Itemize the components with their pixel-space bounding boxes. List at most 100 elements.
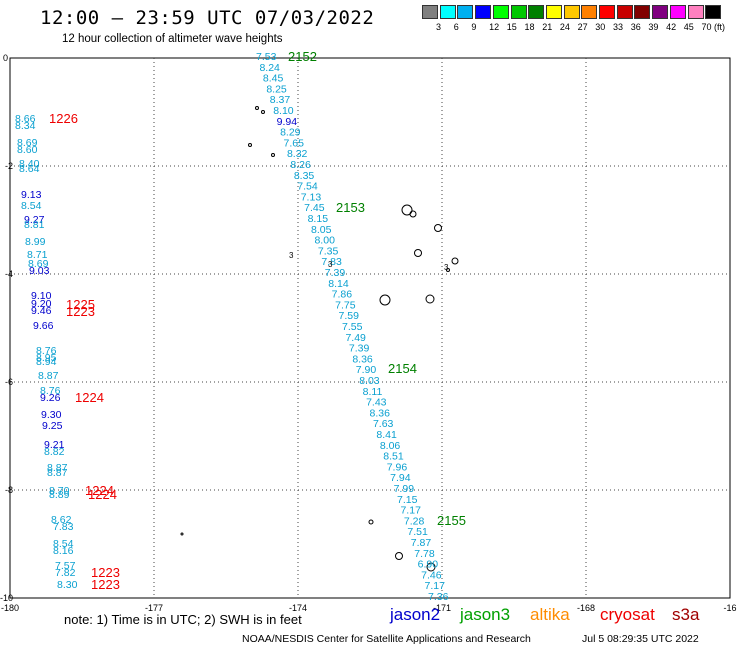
swh-value: 7.13: [301, 191, 322, 203]
colorbar-label: 24: [559, 22, 570, 32]
swh-value: 7.36: [428, 591, 449, 603]
island-outline: [379, 294, 391, 306]
swh-value: 7.17: [400, 505, 421, 517]
island-outline: [180, 532, 184, 536]
y-tick-label: -2: [5, 161, 13, 171]
swh-value: 8.45: [263, 73, 284, 85]
colorbar-swatch: [457, 5, 474, 19]
swh-value: 7.28: [404, 515, 425, 527]
island-outline: [395, 552, 403, 560]
swh-value: 7.57: [55, 560, 76, 572]
island-outline: [434, 224, 442, 232]
x-tick-label: -171: [433, 603, 451, 613]
swh-value: 8.62: [51, 514, 72, 526]
swh-value: 7.55: [342, 321, 363, 333]
swh-value: 9.27: [24, 214, 45, 226]
colorbar-swatch: [652, 5, 669, 19]
time-label: 2154: [388, 361, 417, 376]
swh-value: 8.71: [27, 249, 48, 261]
swh-value: 7.86: [332, 289, 353, 301]
swh-value: 9.94: [277, 116, 298, 128]
colorbar-swatch: [422, 5, 438, 19]
footnote: note: 1) Time is in UTC; 2) SWH is in fe…: [64, 612, 302, 627]
time-label: 1224: [85, 483, 114, 498]
swh-value: 8.99: [25, 236, 46, 248]
swh-value: 7.75: [335, 299, 356, 311]
satellite-legend-jason2: jason2: [390, 605, 441, 624]
time-label: 1225: [66, 297, 95, 312]
x-tick-label: -177: [145, 603, 163, 613]
swh-value: 7.65: [284, 137, 305, 149]
satellite-legend-altika: altika: [530, 605, 570, 624]
swh-value: 9.13: [21, 189, 42, 201]
island-outline: [368, 519, 374, 525]
colorbar-swatch: [439, 5, 456, 19]
satellite-legend-jason3: jason3: [460, 605, 511, 624]
colorbar-label: 39: [648, 22, 659, 32]
y-tick-label: -10: [0, 593, 13, 603]
swh-value: 8.54: [53, 538, 74, 550]
timestamp: Jul 5 08:29:35 UTC 2022: [582, 633, 699, 645]
time-label: 2152: [288, 49, 317, 64]
swh-value: 7.54: [297, 181, 318, 193]
swh-value: 7.46: [421, 569, 442, 581]
swh-value: 8.32: [287, 148, 308, 160]
island-outline: [425, 294, 435, 304]
time-label: 1224: [88, 487, 117, 502]
colorbar-label: 45: [683, 22, 694, 32]
swh-value: 8.54: [21, 200, 42, 212]
swh-value: 8.76: [36, 345, 57, 357]
swh-value: 8.69: [17, 137, 38, 149]
swh-value: 7.99: [394, 483, 415, 495]
swh-value: 7.59: [339, 310, 360, 322]
swh-value: 7.83: [321, 256, 342, 268]
colorbar-label: 21: [542, 22, 553, 32]
swh-value: 9.20: [31, 298, 52, 310]
swh-value: 8.66: [15, 113, 36, 125]
y-tick-label: 0: [3, 53, 8, 63]
satellite-legend-cryosat: cryosat: [600, 605, 655, 624]
x-tick-label: -174: [289, 603, 307, 613]
swh-value: 8.81: [24, 219, 45, 231]
colorbar-swatch: [616, 5, 633, 19]
x-tick-label: -168: [577, 603, 595, 613]
swh-value: 8.70: [49, 485, 70, 497]
island-outline: [261, 110, 265, 114]
colorbar-swatch: [545, 5, 562, 19]
colorbar-label: 15: [506, 22, 517, 32]
swh-value: 8.51: [383, 451, 404, 463]
credit-line: NOAA/NESDIS Center for Satellite Applica…: [242, 633, 531, 645]
island-outline: [446, 268, 450, 272]
swh-value: 8.24: [259, 62, 280, 74]
swh-value: 7.51: [407, 526, 428, 538]
island-outline: [255, 106, 259, 110]
colorbar-swatch: [599, 5, 615, 19]
colorbar-label: 18: [524, 22, 535, 32]
swh-value: 9.66: [33, 320, 54, 332]
colorbar-swatch: [581, 5, 598, 19]
colorbar-swatch: [669, 5, 686, 19]
swh-value: 7.78: [414, 548, 435, 560]
swh-value: 8.76: [40, 385, 61, 397]
swh-value: 8.36: [352, 353, 373, 365]
swh-value: 8.37: [270, 94, 291, 106]
swh-value: 7.53: [256, 51, 277, 63]
swh-value: 8.82: [44, 446, 65, 458]
swh-value: 8.06: [380, 440, 401, 452]
swh-value: 8.14: [328, 278, 349, 290]
swh-value: 8.30: [57, 579, 78, 591]
swh-value: 7.96: [387, 461, 408, 473]
swh-value: 6.90: [418, 559, 439, 571]
swh-value: 7.39: [325, 267, 346, 279]
swh-value: 8.16: [53, 545, 74, 557]
swh-value: 8.25: [266, 83, 287, 95]
colorbar-label: 3: [436, 22, 442, 32]
swh-value: 8.36: [370, 407, 391, 419]
swh-value: 7.39: [349, 343, 370, 355]
colorbar-label: 36: [630, 22, 641, 32]
swh-value: 8.34: [15, 120, 36, 132]
swh-value: 7.15: [397, 494, 418, 506]
colorbar-swatch: [705, 5, 722, 19]
swh-value: 8.03: [359, 375, 380, 387]
colorbar-label: 42: [666, 22, 677, 32]
